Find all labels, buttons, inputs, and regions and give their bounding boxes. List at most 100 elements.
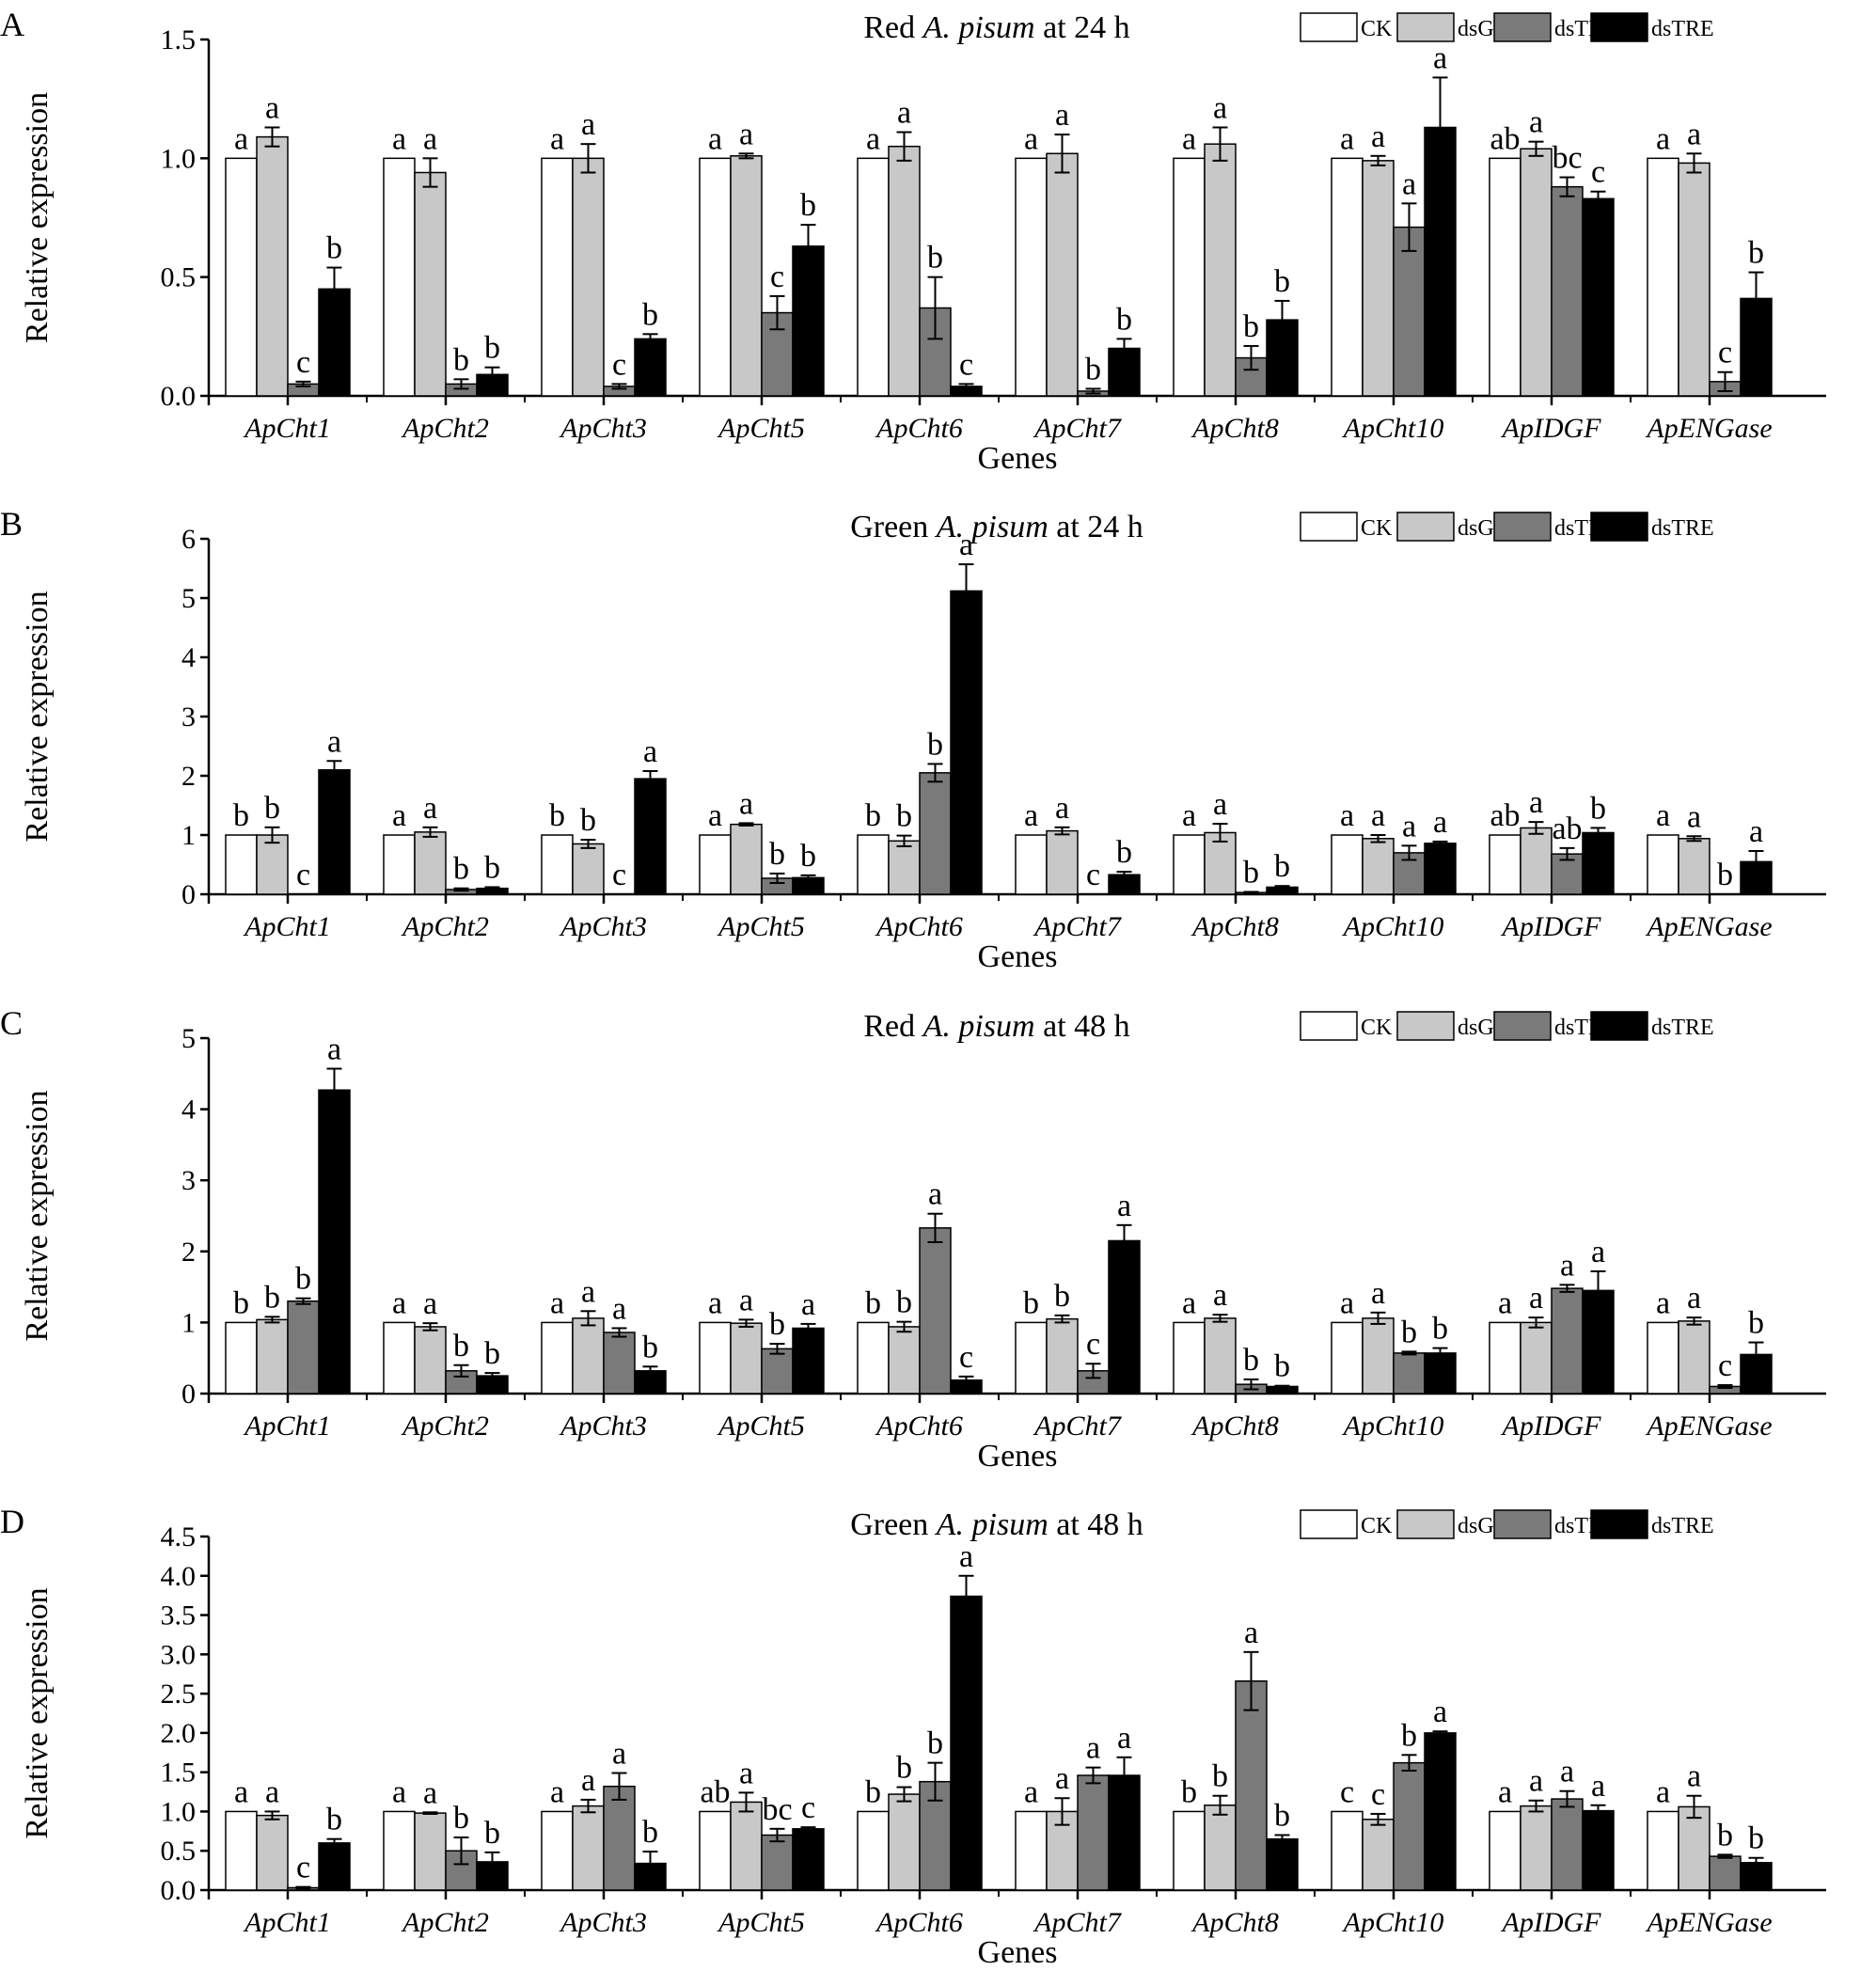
y-tick-label: 4.0: [161, 1561, 197, 1592]
y-tick-label: 2: [181, 761, 196, 792]
chart-title: Green A. pisum at 24 h: [850, 510, 1143, 544]
bar-dsgfp: [1362, 160, 1395, 397]
significance-letter: a: [1656, 1285, 1670, 1320]
panel-letter: A: [0, 6, 24, 43]
bar-ck: [1647, 157, 1679, 397]
bar-dsgfp: [1362, 838, 1395, 895]
significance-letter: b: [927, 241, 943, 276]
significance-letter: a: [581, 1274, 595, 1309]
significance-letter: a: [1182, 1285, 1196, 1320]
y-tick-label: 0.5: [161, 262, 197, 293]
significance-letter: a: [1371, 119, 1385, 154]
significance-letter: b: [1717, 858, 1733, 892]
bar-dsgfp: [1204, 1805, 1237, 1891]
significance-letter: b: [642, 1330, 658, 1364]
significance-letter: ab: [700, 1774, 730, 1809]
significance-letter: a: [550, 1285, 564, 1320]
bar-ck: [383, 1810, 416, 1891]
y-axis-title: Relative expression: [20, 591, 55, 842]
legend-swatch-ck: [1300, 1509, 1358, 1539]
significance-letter: b: [453, 342, 469, 377]
y-tick-label: 1.0: [161, 1796, 197, 1827]
x-tick-label: ApCht7: [1033, 1411, 1123, 1442]
legend-swatch-ck: [1300, 512, 1358, 542]
x-tick-label: ApIDGF: [1501, 413, 1602, 444]
significance-letter: b: [549, 798, 565, 833]
chart-title-part: Green: [850, 510, 937, 544]
bar-ck: [1331, 1810, 1364, 1891]
significance-letter: a: [392, 798, 406, 833]
chart-panel-c: C Red A. pisum at 48 h 0 1 2 3 4 5 Relative expr…: [0, 1004, 1826, 1474]
bar-dsgfp: [256, 1318, 289, 1395]
bar-dstre: [950, 1595, 983, 1891]
bar-dstre: [792, 1327, 825, 1395]
bar-ck: [699, 834, 732, 895]
bar-dsgfp: [1520, 148, 1553, 397]
y-tick-label: 2.5: [161, 1679, 197, 1710]
significance-letter: b: [1590, 791, 1606, 826]
legend-swatch-dsgfp: [1396, 12, 1455, 42]
bar-ck: [1173, 834, 1206, 895]
significance-letter: a: [234, 121, 248, 156]
x-tick-label: ApENGase: [1645, 911, 1772, 942]
legend-swatch-ck: [1300, 12, 1358, 42]
x-tick-label: ApENGase: [1645, 1907, 1772, 1938]
significance-letter: a: [423, 121, 437, 156]
significance-letter: c: [801, 1790, 815, 1825]
bar-dstre: [1424, 843, 1457, 895]
y-axis-title: Relative expression: [20, 1587, 55, 1838]
x-tick-label: ApCht10: [1342, 413, 1444, 444]
significance-letter: ab: [1490, 121, 1520, 156]
x-axis-title: Genes: [978, 1935, 1058, 1970]
significance-letter: a: [1560, 1248, 1574, 1283]
bar-dstre: [318, 1842, 351, 1891]
significance-letter: b: [1748, 1821, 1764, 1856]
bar-ck: [225, 834, 258, 895]
bar-dsgfp: [730, 1801, 763, 1891]
significance-letter: b: [800, 839, 816, 874]
y-tick-label: 3.0: [161, 1639, 197, 1670]
significance-letter: a: [1433, 40, 1447, 75]
y-tick-label: 0.0: [161, 1875, 197, 1906]
x-tick-label: ApCht5: [717, 1411, 805, 1442]
x-axis-title: Genes: [978, 1439, 1058, 1474]
significance-letter: a: [1402, 166, 1416, 201]
legend-label: dsTRE: [1651, 1514, 1714, 1538]
y-tick-label: 1.5: [161, 1757, 197, 1789]
significance-letter: a: [612, 1291, 626, 1326]
significance-letter: b: [1054, 1279, 1070, 1314]
significance-letter: c: [1591, 155, 1605, 190]
significance-letter: a: [801, 1287, 815, 1322]
bar-dstre: [476, 1861, 509, 1891]
x-tick-label: ApCht1: [243, 1907, 331, 1938]
bar-dstps: [1235, 1679, 1268, 1891]
bar-dstre: [1424, 1732, 1457, 1891]
legend-label: CK: [1361, 516, 1393, 541]
x-tick-label: ApCht8: [1190, 413, 1279, 444]
significance-letter: c: [959, 1340, 973, 1375]
significance-letter: b: [1085, 352, 1101, 386]
chart-title-part: A. pisum: [922, 10, 1035, 45]
bar-dsgfp: [1204, 1317, 1237, 1395]
x-tick-label: ApCht2: [401, 1411, 489, 1442]
bar-dsgfp: [1678, 1805, 1710, 1891]
bar-ck: [699, 1810, 732, 1891]
bar-dsgfp: [256, 135, 289, 397]
x-tick-label: ApCht6: [875, 911, 963, 942]
significance-letter: c: [1718, 1348, 1732, 1383]
bar-dstps: [1551, 1798, 1584, 1891]
significance-letter: b: [896, 1751, 912, 1786]
significance-letter: a: [392, 1285, 406, 1320]
bar-ck: [1489, 1810, 1521, 1891]
y-tick-label: 1: [181, 820, 196, 851]
bar-dstps: [603, 1332, 636, 1395]
bar-dstps: [1551, 185, 1584, 397]
significance-letter: b: [927, 727, 943, 762]
significance-letter: a: [327, 1032, 341, 1067]
chart-title: Red A. pisum at 24 h: [863, 10, 1129, 45]
bar-ck: [383, 1321, 416, 1395]
bar-ck: [857, 834, 890, 895]
legend-swatch-dstps: [1493, 512, 1552, 542]
y-tick-label: 5: [181, 1023, 196, 1054]
significance-letter: a: [643, 734, 657, 769]
